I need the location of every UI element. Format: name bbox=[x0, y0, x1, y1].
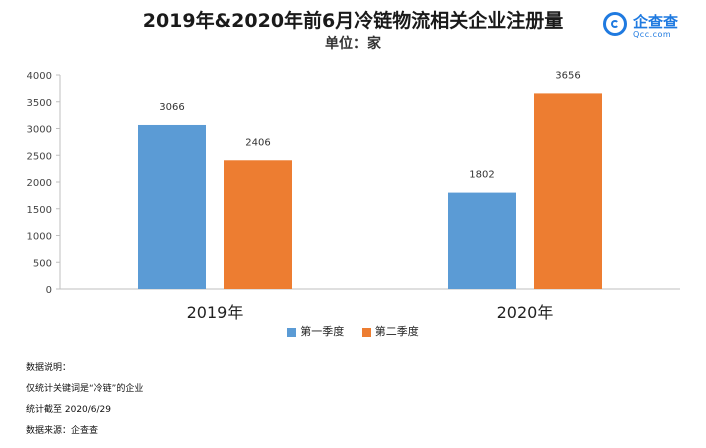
bar bbox=[138, 124, 206, 290]
legend: 第一季度 第二季度 bbox=[0, 323, 706, 339]
note-heading: 数据说明： bbox=[26, 363, 72, 373]
chart-title: 2019年&2020年前6月冷链物流相关企业注册量 bbox=[142, 10, 564, 32]
legend-item-q2: 第二季度 bbox=[361, 323, 419, 339]
chart-subtitle: 单位：家 bbox=[325, 36, 381, 52]
x-category-label: 2020年 bbox=[497, 303, 554, 322]
logo-url: Qcc.com bbox=[633, 30, 672, 39]
logo-name: 企查查 bbox=[633, 13, 679, 31]
y-tick-label: 2500 bbox=[27, 151, 52, 162]
legend-label-q1: 第一季度 bbox=[300, 325, 345, 338]
bar-value-label: 3066 bbox=[159, 102, 184, 113]
legend-swatch-q1 bbox=[287, 327, 297, 337]
bar-value-label: 3656 bbox=[555, 70, 580, 81]
legend-swatch-q2 bbox=[361, 327, 371, 337]
y-tick-label: 0 bbox=[46, 285, 52, 296]
y-tick-label: 2000 bbox=[27, 178, 52, 189]
bar bbox=[534, 93, 602, 290]
data-notes: 数据说明： 仅统计关键词是“冷链”的企业 统计截至 2020/6/29 数据来源… bbox=[26, 358, 143, 442]
legend-item-q1: 第一季度 bbox=[287, 323, 344, 339]
y-tick-label: 4000 bbox=[27, 71, 52, 82]
bar-value-label: 1802 bbox=[469, 170, 494, 181]
y-tick-label: 3500 bbox=[27, 98, 52, 109]
bar bbox=[224, 160, 292, 289]
qcc-logo: 企查查 Qcc.com bbox=[603, 10, 698, 44]
y-tick-label: 3000 bbox=[27, 125, 52, 136]
bar bbox=[448, 192, 516, 289]
note-scope: 仅统计关键词是“冷链”的企业 bbox=[26, 384, 144, 394]
note-source: 数据来源：企查查 bbox=[26, 426, 99, 436]
bar-value-label: 2406 bbox=[245, 137, 270, 148]
y-tick-label: 500 bbox=[33, 258, 52, 269]
y-tick-label: 1500 bbox=[27, 205, 52, 216]
note-cutoff-date: 统计截至 2020/6/29 bbox=[26, 405, 112, 415]
qcc-logo-icon bbox=[603, 12, 627, 36]
legend-label-q2: 第二季度 bbox=[374, 325, 419, 338]
x-category-label: 2019年 bbox=[187, 303, 244, 322]
y-tick-label: 1000 bbox=[27, 232, 52, 243]
